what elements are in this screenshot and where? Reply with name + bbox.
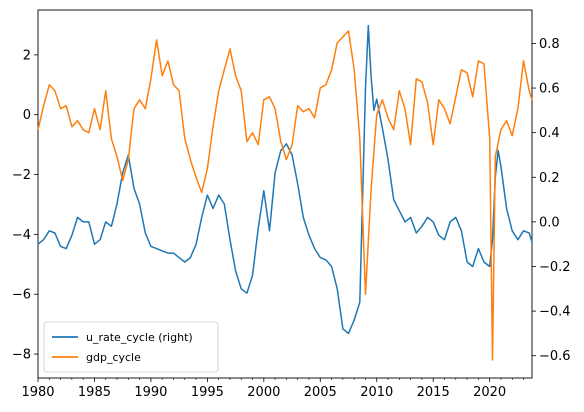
right-y-tick-label: 0.4 [539, 126, 560, 141]
x-tick-label: 1995 [191, 385, 224, 400]
series-line-gdp-cycle [37, 30, 533, 361]
left-y-tick-label: −6 [12, 288, 31, 303]
left-y-tick-label: −8 [12, 348, 31, 363]
left-y-tick-label: −2 [12, 168, 31, 183]
x-tick-label: 1990 [134, 385, 167, 400]
x-tick-label: 2000 [247, 385, 280, 400]
plot-frame [37, 9, 533, 379]
right-y-tick-label: 0.6 [539, 82, 560, 97]
x-tick-label: 2020 [473, 385, 506, 400]
legend-label: u_rate_cycle (right) [86, 331, 193, 344]
legend [43, 321, 219, 373]
x-tick-label: 2015 [417, 385, 450, 400]
left-y-tick-label: −4 [12, 228, 31, 243]
right-y-tick-label: −0.2 [539, 260, 571, 275]
right-y-tick-label: 0.0 [539, 215, 560, 230]
right-y-tick-label: −0.6 [539, 349, 571, 364]
series-line-u-rate-cycle [37, 24, 533, 335]
x-tick-label: 2010 [360, 385, 393, 400]
right-y-tick-label: −0.4 [539, 305, 571, 320]
right-y-tick-label: 0.2 [539, 171, 560, 186]
legend-label: gdp_cycle [86, 351, 141, 364]
right-y-tick-label: 0.8 [539, 37, 560, 52]
left-y-tick-label: 0 [23, 108, 31, 123]
x-tick-label: 2005 [304, 385, 337, 400]
left-y-tick-label: 2 [23, 48, 31, 63]
x-tick-label: 1980 [21, 385, 54, 400]
x-tick-label: 1985 [78, 385, 111, 400]
